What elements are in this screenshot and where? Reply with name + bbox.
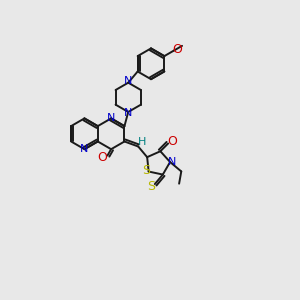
Text: N: N [167,157,176,167]
Text: O: O [167,136,177,148]
Text: O: O [172,43,182,56]
Text: S: S [142,164,150,177]
Text: N: N [80,144,88,154]
Text: N: N [124,109,132,118]
Text: H: H [138,137,146,147]
Text: O: O [97,151,107,164]
Text: S: S [147,180,155,193]
Text: N: N [107,113,115,123]
Text: N: N [124,76,132,86]
